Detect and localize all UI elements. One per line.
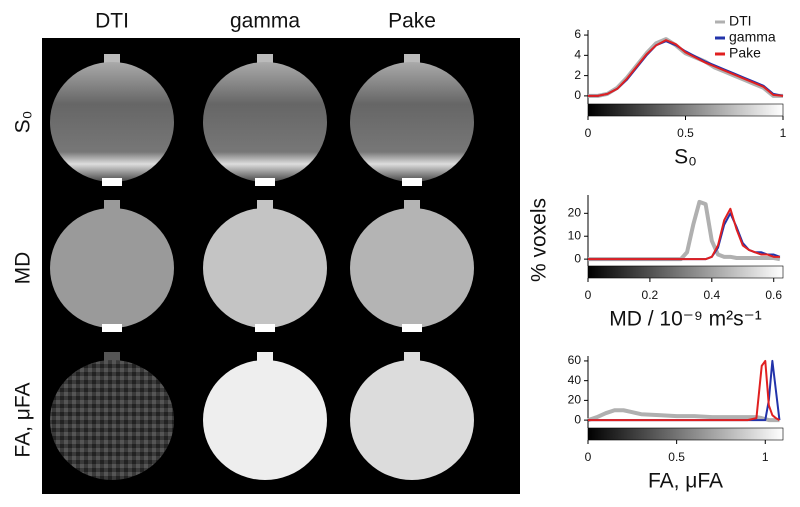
series-line <box>587 408 780 423</box>
y-tick-label: 0 <box>574 412 581 426</box>
y-tick-label: 0 <box>574 88 581 102</box>
y-tick-label: 20 <box>568 393 582 407</box>
series-line <box>588 39 784 97</box>
x-tick-label: 0 <box>585 126 592 140</box>
colorbar <box>587 265 784 279</box>
brain-image <box>50 62 174 182</box>
x-axis-label: FA, μFA <box>648 470 723 493</box>
brain-image <box>203 62 327 182</box>
brain-image <box>350 62 474 182</box>
series-line <box>588 359 780 422</box>
x-tick-label: 1 <box>762 450 769 464</box>
row-label: MD <box>12 252 35 285</box>
x-tick-label: 0.4 <box>703 288 720 302</box>
x-tick-label: 0 <box>585 288 592 302</box>
series-line <box>588 199 781 262</box>
legend-label: DTI <box>729 13 752 29</box>
brain-image <box>50 360 174 480</box>
colorbar <box>587 103 784 117</box>
series-line <box>588 212 781 261</box>
y-tick-label: 60 <box>568 353 582 367</box>
y-tick-label: 6 <box>574 27 581 41</box>
x-tick-label: 1 <box>780 126 787 140</box>
y-tick-label: 40 <box>568 373 582 387</box>
colorbar <box>587 427 784 441</box>
row-label: S₀ <box>12 111 35 134</box>
y-tick-label: 2 <box>574 68 581 82</box>
brain-base <box>255 324 275 332</box>
x-axis-label: MD / 10⁻⁹ m²s⁻¹ <box>609 308 762 331</box>
x-tick-label: 0.6 <box>765 288 782 302</box>
series-line <box>588 207 780 261</box>
x-tick-label: 0.5 <box>677 126 694 140</box>
y-tick-label: 20 <box>568 205 582 219</box>
column-label: DTI <box>95 10 129 33</box>
x-axis-label: S₀ <box>674 146 697 169</box>
row-label: FA, μFA <box>12 382 35 457</box>
legend-label: gamma <box>729 29 776 45</box>
column-label: gamma <box>230 10 300 33</box>
y-tick-label: 10 <box>568 228 582 242</box>
brain-base <box>102 178 122 186</box>
brain-image <box>203 360 327 480</box>
x-tick-label: 0 <box>585 450 592 464</box>
brain-image <box>350 208 474 328</box>
brain-base <box>102 324 122 332</box>
y-tick-label: 4 <box>574 48 581 62</box>
shared-y-label: % voxels <box>528 198 551 282</box>
x-tick-label: 0.5 <box>668 450 685 464</box>
brain-image <box>50 208 174 328</box>
brain-base <box>255 178 275 186</box>
y-tick-label: 0 <box>574 251 581 265</box>
x-tick-label: 0.2 <box>642 288 659 302</box>
brain-base <box>402 178 422 186</box>
brain-image <box>350 360 474 480</box>
brain-base <box>402 324 422 332</box>
column-label: Pake <box>388 10 436 33</box>
legend-label: Pake <box>729 45 761 61</box>
brain-image <box>203 208 327 328</box>
